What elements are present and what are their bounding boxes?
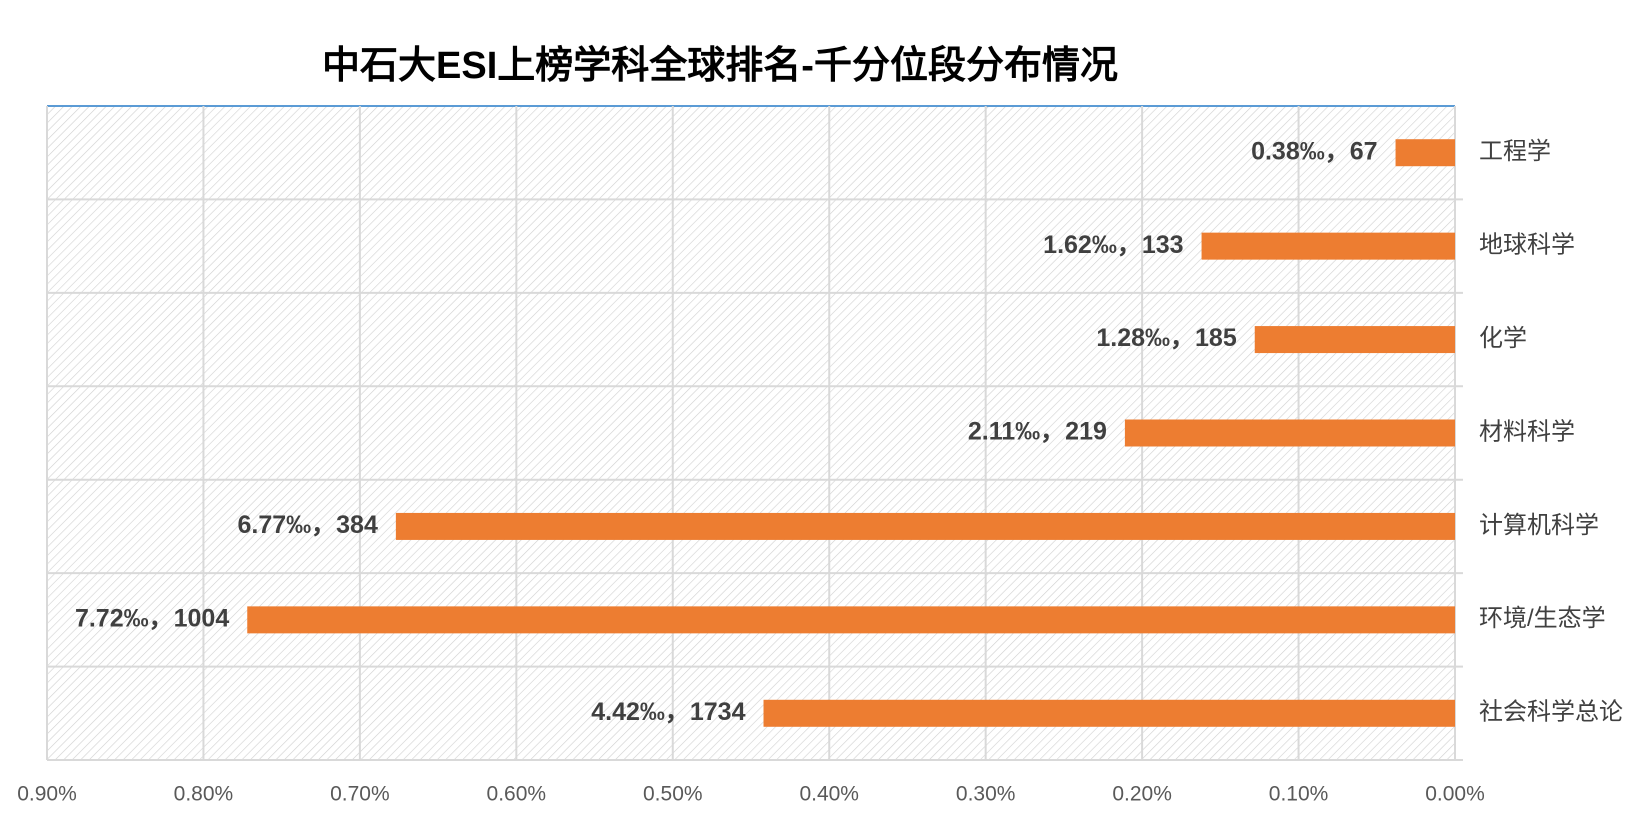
y-tick-label: 化学 — [1479, 325, 1527, 352]
bar — [1254, 326, 1455, 354]
data-label: 2.11‰，219 — [968, 418, 1107, 446]
x-tick-label: 0.70% — [330, 783, 390, 806]
bar — [1201, 232, 1455, 260]
x-tick-label: 0.30% — [956, 783, 1016, 806]
y-tick-label: 工程学 — [1479, 138, 1551, 165]
data-label: 4.42‰，1734 — [591, 698, 745, 726]
y-tick-label: 材料科学 — [1479, 418, 1575, 445]
y-tick-label: 地球科学 — [1479, 231, 1575, 258]
data-label: 7.72‰，1004 — [75, 604, 229, 632]
x-tick-label: 0.60% — [487, 783, 547, 806]
x-tick-label: 0.10% — [1269, 783, 1329, 806]
chart-title: 中石大ESI上榜学科全球排名-千分位段分布情况 — [322, 44, 1118, 87]
data-label: 0.38‰，67 — [1251, 137, 1377, 165]
y-tick-label: 环境/生态学 — [1479, 605, 1606, 632]
x-tick-label: 0.90% — [17, 783, 77, 806]
x-tick-label: 0.40% — [799, 783, 859, 806]
data-label: 1.28‰，185 — [1096, 324, 1236, 352]
y-tick-label: 计算机科学 — [1479, 512, 1599, 539]
x-tick-label: 0.50% — [643, 783, 703, 806]
x-tick-label: 0.20% — [1112, 783, 1172, 806]
bar — [1124, 419, 1455, 447]
x-tick-label: 0.80% — [174, 783, 234, 806]
bar — [763, 699, 1455, 727]
bar — [247, 606, 1455, 634]
data-label: 1.62‰，133 — [1043, 231, 1183, 259]
y-tick-label: 社会科学总论 — [1479, 699, 1623, 726]
data-label: 6.77‰，384 — [237, 511, 377, 539]
bar — [1395, 139, 1455, 167]
x-tick-label: 0.00% — [1425, 783, 1485, 806]
bar — [395, 512, 1456, 540]
